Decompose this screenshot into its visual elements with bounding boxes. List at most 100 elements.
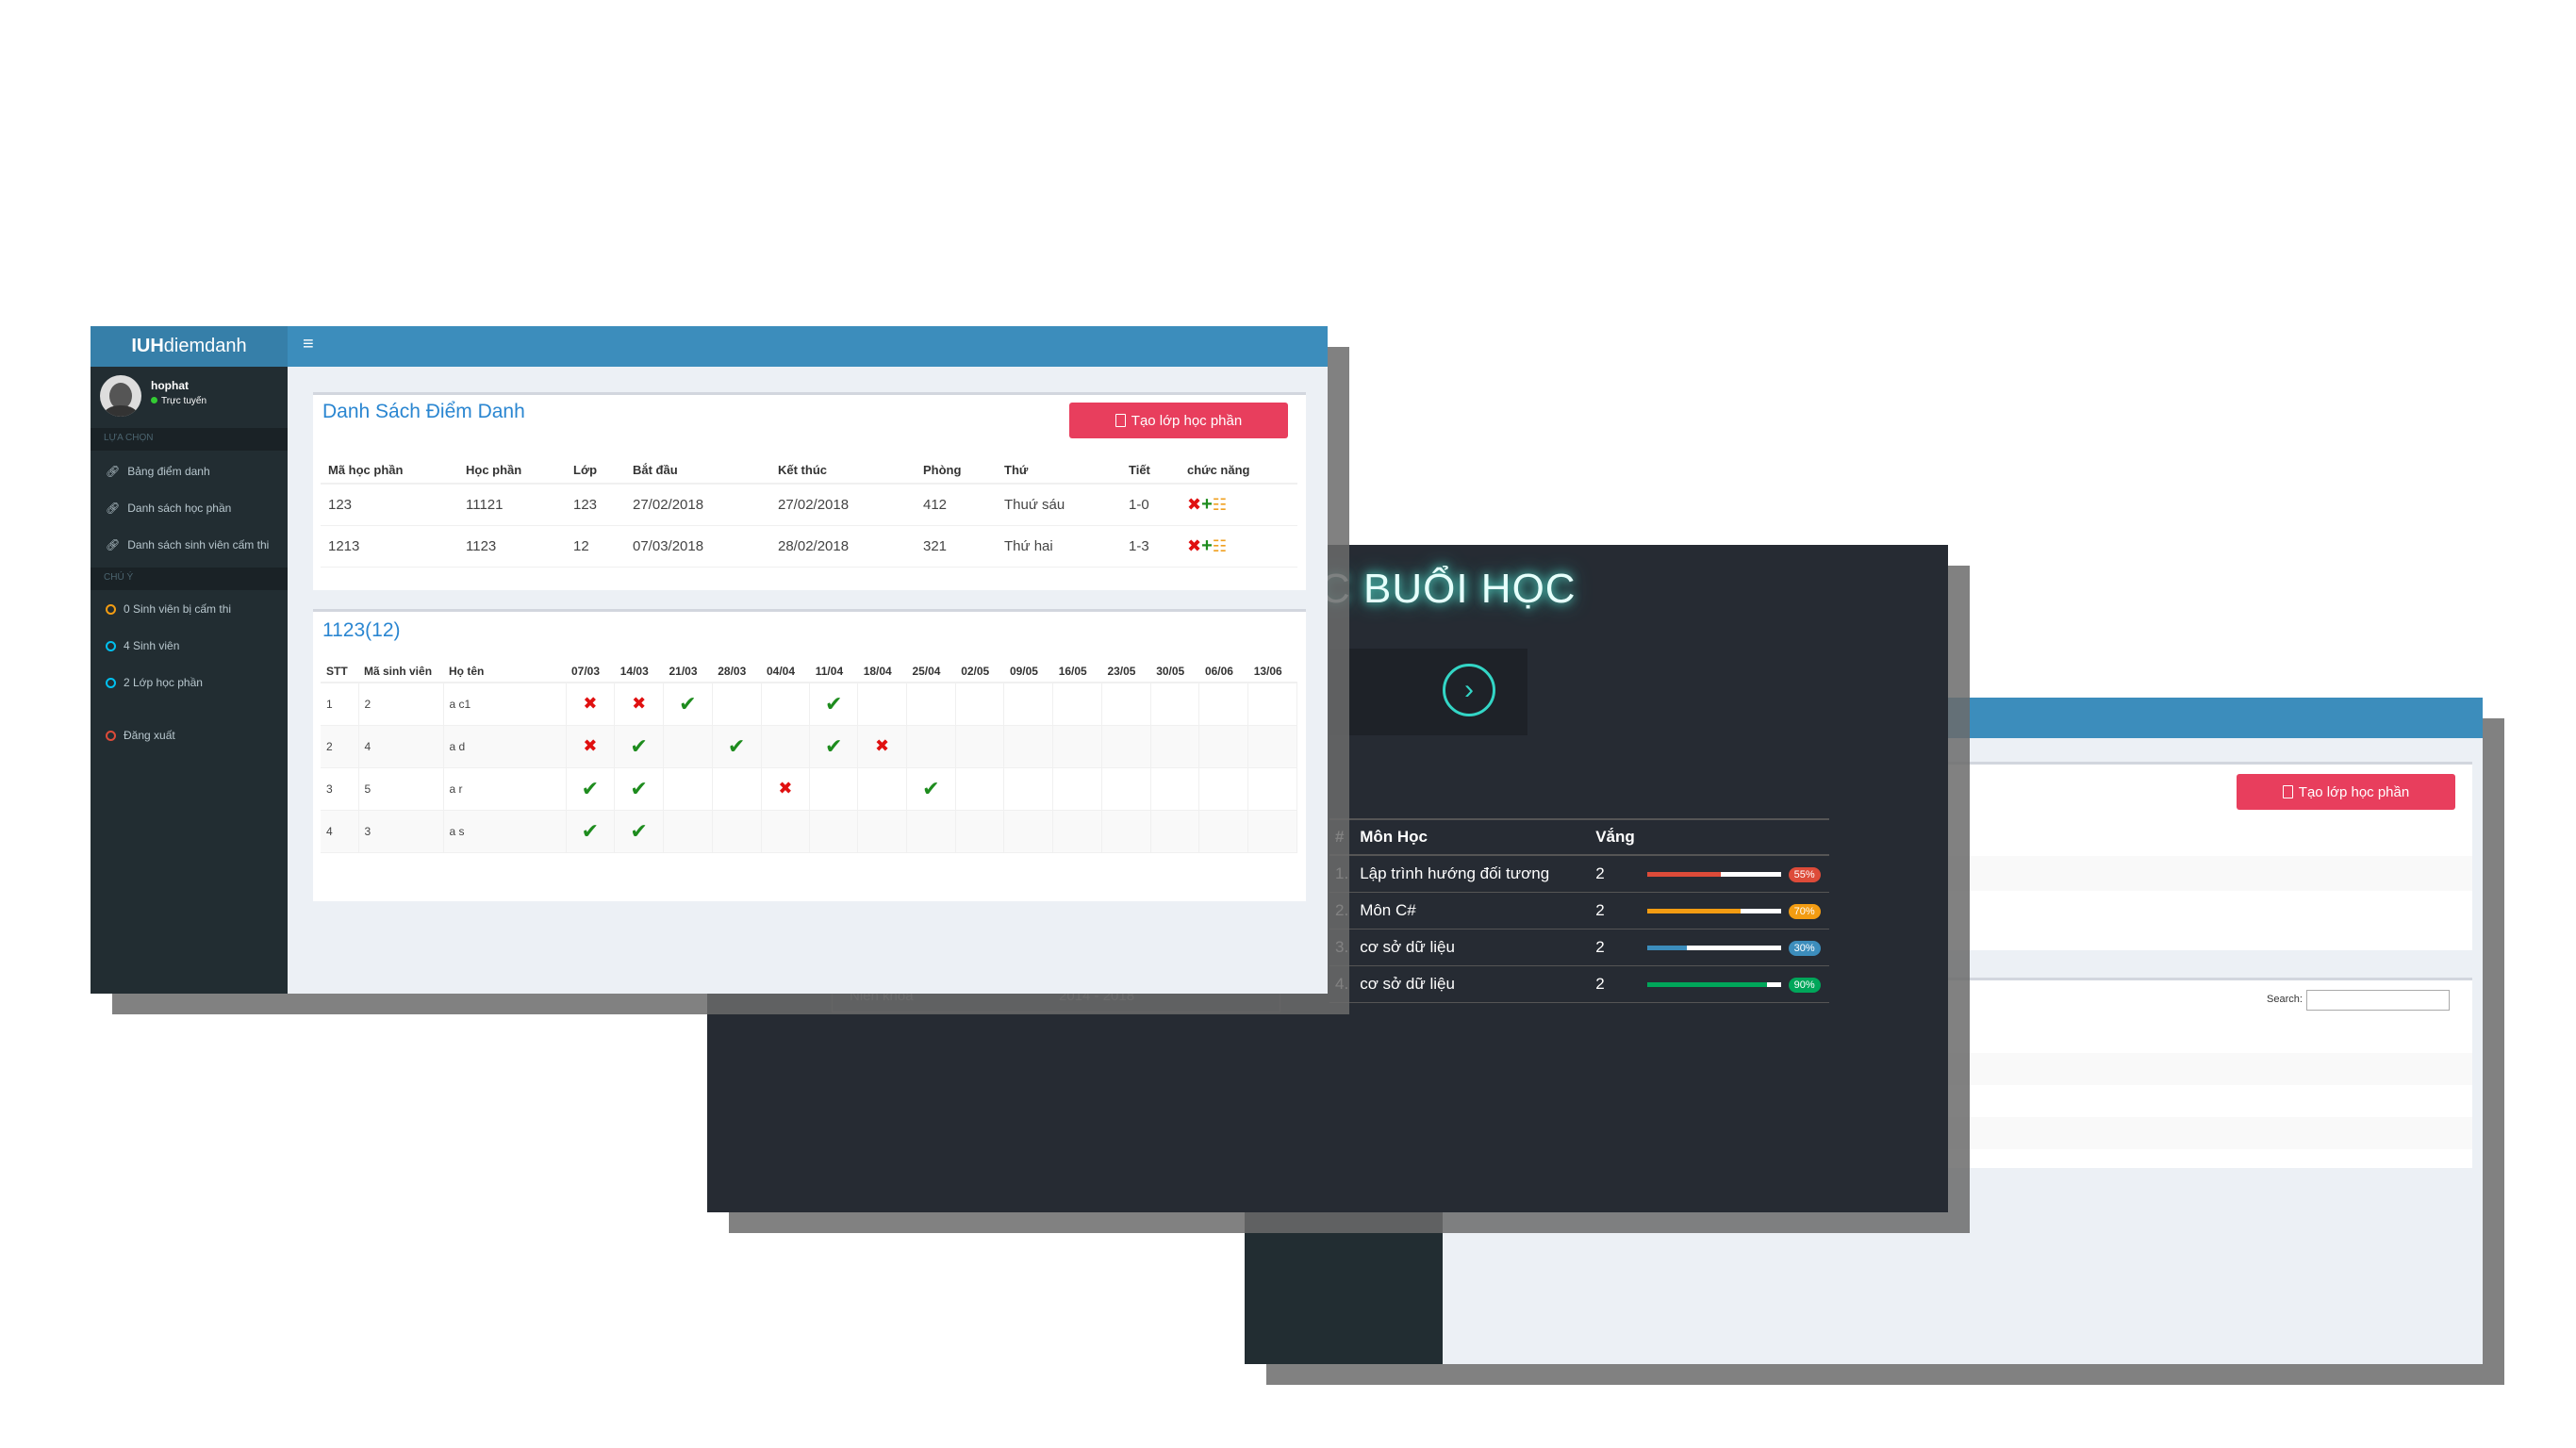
subject-name: Lập trình hướng đối tương <box>1354 855 1591 893</box>
progress-fill <box>1646 982 1768 988</box>
sidebar-section-header: CHÚ Ý <box>91 568 288 590</box>
progress-bar <box>1646 982 1781 988</box>
subject-name: cơ sở dữ liệu <box>1354 929 1591 966</box>
delete-icon[interactable]: ✖ <box>1187 495 1202 514</box>
attendance-cell <box>906 683 956 726</box>
progress-bar <box>1646 872 1781 878</box>
attendance-cell: ✖ <box>566 725 616 768</box>
date-header: 23/05 <box>1101 661 1151 683</box>
attendance-cell <box>857 683 907 726</box>
circle-icon <box>106 730 116 741</box>
col-header: Mã học phần <box>321 457 458 485</box>
attendance-cell <box>1247 683 1297 726</box>
sidebar-note-banned[interactable]: 0 Sinh viên bị cấm thi <box>91 592 288 626</box>
sidebar-note-students[interactable]: 4 Sinh viên <box>91 629 288 663</box>
cell: 321 <box>916 525 997 568</box>
date-header: 13/06 <box>1247 661 1297 683</box>
cell: 4 <box>358 725 444 768</box>
attendance-cell: ✔ <box>614 810 664 853</box>
date-header: 06/06 <box>1198 661 1248 683</box>
attendance-cell <box>1003 683 1054 726</box>
attendance-cell <box>1150 683 1200 726</box>
cell: 12 <box>566 525 625 568</box>
attendance-cell <box>1150 810 1200 853</box>
create-course-label: Tạo lớp học phần <box>1131 412 1243 429</box>
progress: 55% <box>1641 855 1829 893</box>
cell: 3 <box>321 767 359 811</box>
attendance-cell <box>906 725 956 768</box>
date-header: 28/03 <box>712 661 761 683</box>
cell: 412 <box>916 484 997 526</box>
table-row: 123 11121 123 27/02/2018 27/02/2018 412 … <box>321 484 1297 526</box>
note-label: 4 Sinh viên <box>124 639 180 652</box>
chevron-right-icon[interactable]: › <box>1443 664 1495 716</box>
attendance-cell <box>1101 810 1151 853</box>
attendance-cell <box>955 767 1005 811</box>
table-row: 1. Lập trình hướng đối tương 2 55% <box>1329 855 1829 893</box>
sidebar-item-label: Danh sách sinh viên cấm thi <box>127 538 270 551</box>
sidebar-item-attendance[interactable]: 🔗︎ Bảng điểm danh <box>91 454 288 488</box>
attendance-cell <box>663 767 713 811</box>
delete-icon[interactable]: ✖ <box>1187 536 1202 555</box>
cell: 1 <box>321 683 359 726</box>
present-icon: ✔ <box>825 691 843 716</box>
sidebar-item-courses[interactable]: 🔗︎ Danh sách học phần <box>91 491 288 525</box>
create-course-button[interactable]: Tạo lớp học phần <box>2237 774 2455 810</box>
date-header: 09/05 <box>1003 661 1053 683</box>
present-icon: ✔ <box>630 776 648 800</box>
attendance-cell <box>663 725 713 768</box>
list-icon[interactable]: ☷ <box>1212 496 1228 514</box>
link-icon: 🔗︎ <box>106 538 121 551</box>
present-icon: ✔ <box>922 776 940 800</box>
brand-bold: IUH <box>131 336 164 356</box>
absent-count: 2 <box>1590 965 1642 1003</box>
logout-label: Đăng xuất <box>124 729 175 742</box>
attendance-cell <box>1198 810 1249 853</box>
link-icon: 🔗︎ <box>106 465 121 478</box>
circle-icon <box>106 677 116 688</box>
sidebar-note-classes[interactable]: 2 Lớp học phần <box>91 666 288 699</box>
note-label: 2 Lớp học phần <box>124 676 203 689</box>
search-input[interactable] <box>2306 990 2450 1011</box>
present-icon: ✔ <box>581 818 600 843</box>
menu-toggle-icon[interactable]: ≡ <box>303 334 314 354</box>
attendance-cell: ✔ <box>566 810 616 853</box>
actions: ✖+☷ <box>1180 484 1297 526</box>
add-icon[interactable]: + <box>1201 535 1213 556</box>
present-icon: ✔ <box>679 691 697 716</box>
actions: ✖+☷ <box>1180 525 1297 568</box>
attendance-cell <box>1052 810 1102 853</box>
cell: 27/02/2018 <box>770 484 916 526</box>
attendance-cell <box>955 810 1005 853</box>
attendance-cell: ✔ <box>566 767 616 811</box>
attendance-cell <box>663 810 713 853</box>
percent-badge: 90% <box>1788 977 1821 993</box>
create-course-button[interactable]: Tạo lớp học phần <box>1069 403 1288 438</box>
cell: a d <box>443 725 567 768</box>
col-header: Tiết <box>1121 457 1180 485</box>
attendance-cell: ✔ <box>663 683 713 726</box>
sidebar-item-banned[interactable]: 🔗︎ Danh sách sinh viên cấm thi <box>91 528 288 562</box>
attendance-cell <box>761 725 811 768</box>
top-navbar <box>288 326 1328 367</box>
percent-badge: 30% <box>1788 940 1821 956</box>
add-icon[interactable]: + <box>1201 494 1213 515</box>
date-header: 30/05 <box>1150 661 1199 683</box>
date-header: 25/04 <box>906 661 956 683</box>
logout-button[interactable]: Đăng xuất <box>91 718 288 752</box>
progress-fill <box>1646 909 1742 914</box>
attendance-cell <box>857 810 907 853</box>
col-header: Thứ <box>997 457 1121 485</box>
date-header: 18/04 <box>857 661 907 683</box>
attendance-cell: ✔ <box>614 725 664 768</box>
brand-logo[interactable]: IUH diemdanh <box>91 326 288 367</box>
attendance-cell <box>857 767 907 811</box>
absent-count: 2 <box>1590 855 1642 893</box>
absent-count: 2 <box>1590 929 1642 966</box>
date-header: 02/05 <box>955 661 1004 683</box>
col-header: chức năng <box>1180 457 1297 485</box>
progress: 90% <box>1641 965 1829 1003</box>
user-status: Trực tuyến <box>151 396 206 406</box>
list-icon[interactable]: ☷ <box>1212 537 1228 555</box>
